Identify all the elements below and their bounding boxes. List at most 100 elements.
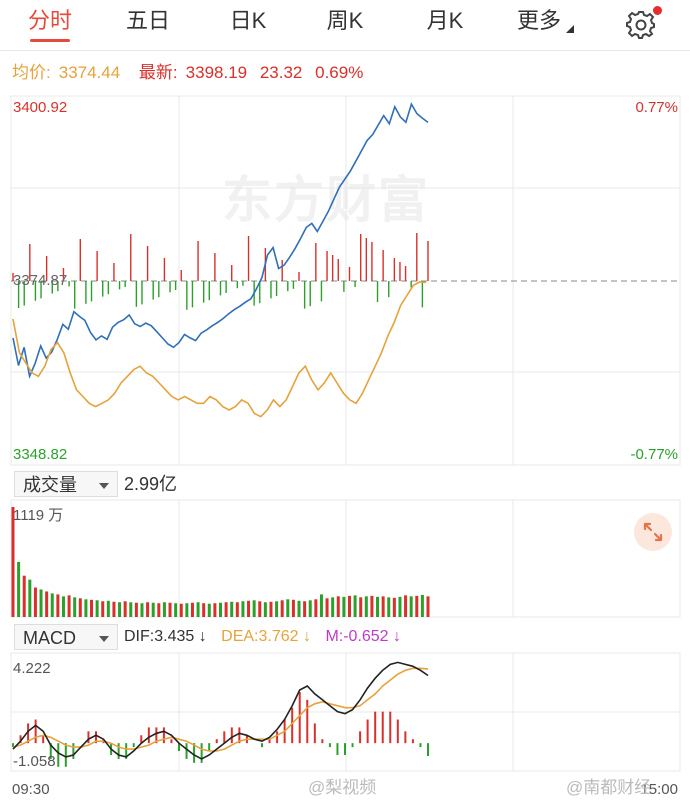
latest-price-value: 3398.19 bbox=[185, 63, 248, 82]
volume-bar bbox=[336, 596, 340, 617]
volume-bar bbox=[179, 603, 183, 617]
volume-bar bbox=[202, 603, 206, 617]
gear-icon bbox=[626, 11, 655, 39]
macd-m: M:-0.652 ↓ bbox=[325, 628, 402, 645]
volume-bar bbox=[359, 597, 363, 617]
volume-bar bbox=[11, 507, 15, 617]
volume-bar bbox=[61, 596, 65, 617]
dif-line bbox=[12, 661, 429, 760]
volume-bar bbox=[190, 602, 194, 617]
expand-icon bbox=[643, 522, 663, 542]
macd-selector-label: MACD bbox=[23, 628, 76, 648]
dropdown-caret-icon bbox=[99, 483, 109, 489]
footer-watermark: @梨视频 bbox=[308, 778, 377, 797]
caret-down-icon bbox=[566, 25, 574, 33]
volume-bar bbox=[185, 603, 189, 617]
notification-dot bbox=[653, 6, 662, 15]
volume-bar bbox=[376, 596, 380, 617]
volume-bar bbox=[162, 602, 166, 617]
indicator-selector-volume[interactable]: 成交量 bbox=[14, 471, 118, 497]
settings-button[interactable] bbox=[622, 5, 662, 41]
volume-bar bbox=[331, 597, 335, 617]
volume-bar bbox=[73, 597, 77, 617]
volume-bar bbox=[134, 602, 138, 617]
volume-bar bbox=[247, 600, 251, 617]
intraday-chart[interactable]: 3400.92 3374.87 3348.82 0.77% -0.77% 1119 万 4.… bbox=[0, 92, 690, 801]
volume-bar bbox=[33, 587, 37, 617]
volume-bar bbox=[45, 591, 49, 617]
macd-max-label: 4.222 bbox=[13, 660, 51, 677]
volume-bar bbox=[106, 600, 110, 617]
volume-bar bbox=[398, 596, 402, 617]
price-mid-label: 3374.87 bbox=[13, 272, 67, 289]
volume-bar bbox=[353, 595, 357, 617]
volume-bar bbox=[219, 602, 222, 617]
volume-bar bbox=[157, 603, 161, 617]
volume-bar bbox=[224, 602, 228, 617]
volume-bar bbox=[420, 594, 424, 617]
expand-button[interactable] bbox=[634, 513, 672, 551]
tab-more-label: 更多 bbox=[516, 8, 561, 33]
volume-bar bbox=[286, 599, 290, 617]
volume-bar bbox=[409, 596, 413, 617]
volume-bar bbox=[269, 601, 273, 617]
volume-bar bbox=[151, 602, 155, 617]
time-start-label: 09:30 bbox=[12, 781, 50, 798]
avg-price-line bbox=[12, 281, 427, 418]
volume-bar bbox=[297, 600, 301, 617]
indicator-selector-macd[interactable]: MACD bbox=[14, 624, 118, 650]
price-change-pct: 0.69% bbox=[315, 63, 364, 82]
volume-bar bbox=[347, 595, 351, 617]
price-min-label: 3348.82 bbox=[13, 446, 67, 463]
volume-scale-label: 1119 万 bbox=[13, 507, 63, 524]
volume-bar bbox=[258, 601, 262, 617]
volume-bar bbox=[22, 575, 26, 617]
volume-bar bbox=[17, 561, 21, 617]
avg-price-label: 均价: bbox=[12, 63, 51, 82]
volume-bar bbox=[78, 598, 82, 617]
volume-bar bbox=[67, 595, 71, 617]
volume-bar bbox=[174, 603, 178, 617]
tab-weekly-k[interactable]: 周K bbox=[326, 8, 364, 33]
dropdown-caret-icon bbox=[99, 636, 109, 642]
tab-monthly-k[interactable]: 月K bbox=[426, 8, 464, 33]
volume-bar bbox=[392, 597, 396, 617]
volume-bar bbox=[28, 579, 32, 617]
pct-min-label: -0.77% bbox=[630, 446, 678, 463]
tab-five-day[interactable]: 五日 bbox=[125, 8, 170, 33]
price-change: 23.32 bbox=[259, 63, 303, 82]
volume-bar bbox=[426, 596, 430, 617]
volume-bar bbox=[415, 595, 419, 617]
volume-bar bbox=[303, 601, 307, 617]
dea-line bbox=[12, 667, 429, 752]
tab-daily-k[interactable]: 日K bbox=[229, 8, 267, 33]
volume-bar bbox=[387, 597, 391, 617]
price-max-label: 3400.92 bbox=[13, 99, 67, 116]
tab-more[interactable]: 更多 bbox=[508, 0, 584, 46]
tab-intraday[interactable]: 分时 bbox=[22, 0, 78, 46]
volume-bar bbox=[112, 601, 116, 617]
footer-watermark: @南都财经 bbox=[566, 778, 652, 797]
volume-bar bbox=[381, 596, 385, 617]
volume-bar bbox=[252, 600, 256, 617]
pct-max-label: 0.77% bbox=[635, 99, 678, 116]
volume-bar bbox=[235, 602, 239, 617]
volume-bar bbox=[325, 598, 329, 617]
volume-bar bbox=[39, 589, 43, 617]
macd-values: DIF:3.435 ↓ DEA:3.762 ↓ M:-0.652 ↓ bbox=[124, 624, 411, 650]
volume-bar bbox=[314, 599, 318, 617]
volume-bar bbox=[364, 596, 368, 617]
volume-bar bbox=[291, 599, 295, 617]
volume-bar bbox=[213, 603, 217, 617]
volume-bar bbox=[56, 594, 60, 617]
avg-price-value: 3374.44 bbox=[58, 63, 121, 82]
volume-bar bbox=[168, 602, 172, 617]
macd-dea: DEA:3.762 ↓ bbox=[221, 628, 311, 645]
volume-bar bbox=[129, 602, 133, 617]
volume-bar bbox=[146, 602, 150, 617]
volume-bar bbox=[370, 595, 374, 617]
volume-bar bbox=[308, 600, 312, 617]
volume-bar bbox=[230, 601, 234, 617]
macd-min-label: -1.058 bbox=[13, 753, 56, 770]
volume-bar bbox=[84, 599, 88, 617]
